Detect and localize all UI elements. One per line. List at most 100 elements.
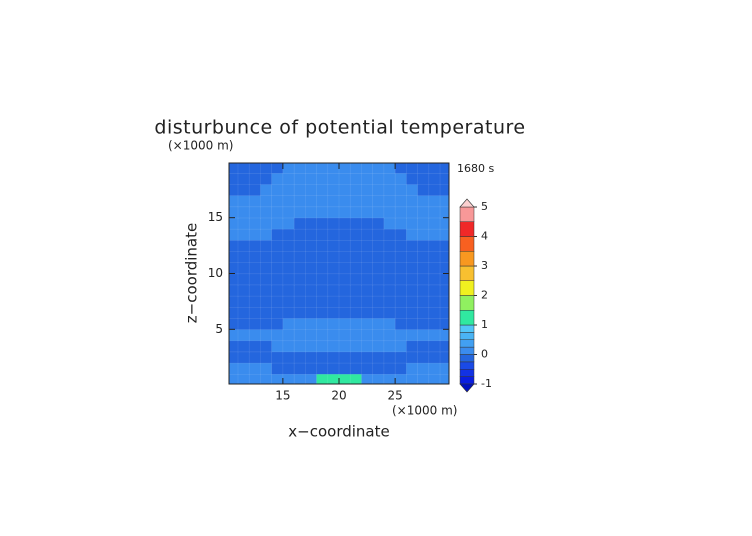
colorbar-under [459,383,475,393]
colorbar-segment [459,361,475,370]
field-cell [349,284,363,297]
field-cell [327,250,340,263]
field-cell [439,250,449,263]
field-cell [260,273,273,286]
field-cell [282,206,295,219]
field-cell [428,317,441,330]
field-cell [361,362,374,375]
field-cell [361,306,374,319]
field-cell [338,273,351,286]
field-cell [417,228,430,241]
field-cell [372,340,385,353]
field-cell [439,295,449,308]
colorbar-tick-label: 1 [481,318,488,331]
field-cell [383,340,396,353]
x-tick-label: 15 [275,389,290,403]
field-cell [394,362,407,375]
field-cell [417,306,430,319]
field-cell [260,183,273,196]
field-cell [417,273,430,286]
field-cell [316,329,329,342]
field-cell [260,362,273,375]
field-cell [316,183,329,196]
field-cell [394,172,407,185]
field-cell [237,362,250,375]
field-cell [338,284,351,297]
field-cell [271,362,284,375]
field-cell [327,329,340,342]
field-cell [349,206,363,219]
field-cell [229,172,239,185]
field-cell [282,284,295,297]
field-cell [349,217,363,230]
y-unit: (×1000 m) [168,139,233,153]
field-cell [439,228,449,241]
field-cell [361,340,374,353]
field-cell [439,183,449,196]
field-cell [428,239,441,252]
field-cell [439,329,449,342]
field-cell [372,262,385,275]
field-cell [293,273,306,286]
field-cell [349,163,363,174]
field-cell [338,172,351,185]
field-cell [428,183,441,196]
field-cell [406,163,419,174]
field-cell [271,172,284,185]
field-cell [349,228,363,241]
field-cell [229,317,239,330]
field-cell [428,206,441,219]
field-cell [327,351,340,364]
field-cell [406,284,419,297]
colorbar-segment [459,206,475,222]
field-cell [338,195,351,208]
field-cell [237,239,250,252]
field-cell [361,273,374,286]
field-cell [271,295,284,308]
field-cell [229,195,239,208]
field-cell [248,362,262,375]
field-cell [305,195,318,208]
field-cell [383,206,396,219]
field-cell [439,195,449,208]
field-cell [406,317,419,330]
field-cell [316,306,329,319]
field-cell [361,206,374,219]
colorbar-segment [459,280,475,296]
field-cell [327,163,340,174]
field-cell [417,250,430,263]
field-cell [316,172,329,185]
field-cell [406,362,419,375]
field-cell [271,340,284,353]
field-cell [383,217,396,230]
field-cell [417,206,430,219]
field-cell [338,250,351,263]
field-cell [260,306,273,319]
field-cell [349,340,363,353]
field-cell [248,284,262,297]
field-cell [248,340,262,353]
field-cell [394,351,407,364]
field-cell [406,295,419,308]
field-cell [260,172,273,185]
field-cell [383,329,396,342]
field-cell [316,228,329,241]
field-cell [383,262,396,275]
field-cell [349,273,363,286]
field-cell [229,217,239,230]
field-cell [383,317,396,330]
field-cell [361,228,374,241]
field-cell [316,250,329,263]
field-cell [361,351,374,364]
field-cell [327,340,340,353]
field-cell [229,351,239,364]
field-cell [282,329,295,342]
field-cell [361,183,374,196]
colorbar-over [459,198,475,208]
field-cell [229,163,239,174]
field-cell [316,195,329,208]
field-cell [372,217,385,230]
field-cell [327,228,340,241]
field-cell [439,239,449,252]
field-cell [428,329,441,342]
